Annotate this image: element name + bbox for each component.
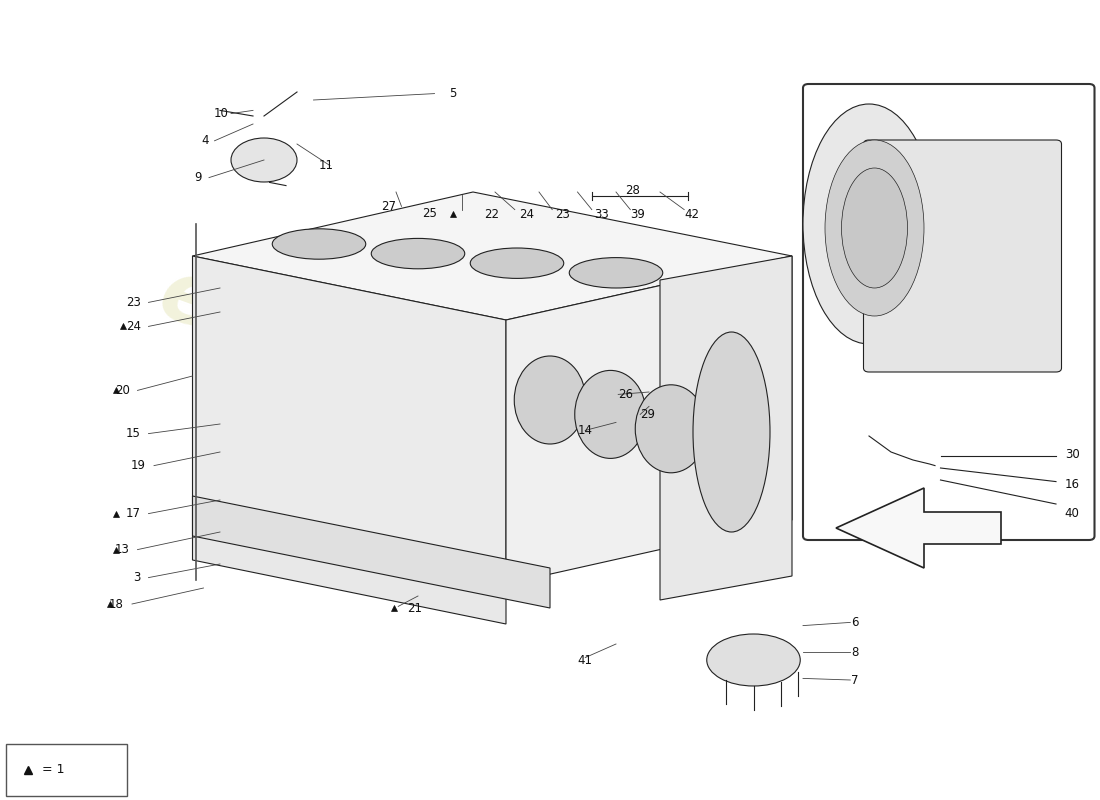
Ellipse shape	[825, 140, 924, 316]
Text: 14: 14	[578, 424, 593, 437]
Text: 17: 17	[125, 507, 141, 520]
Polygon shape	[660, 256, 792, 600]
Ellipse shape	[693, 332, 770, 532]
Ellipse shape	[515, 356, 585, 444]
Text: 24: 24	[519, 208, 535, 221]
Text: 29: 29	[640, 408, 656, 421]
Ellipse shape	[695, 399, 768, 487]
Text: 10: 10	[213, 107, 229, 120]
Text: 16: 16	[1065, 478, 1080, 490]
Text: 15: 15	[125, 427, 141, 440]
Polygon shape	[506, 256, 792, 584]
Ellipse shape	[842, 168, 908, 288]
Text: 22: 22	[484, 208, 499, 221]
Text: 33: 33	[594, 208, 608, 221]
Text: 39: 39	[630, 208, 646, 221]
Text: 42: 42	[684, 208, 700, 221]
Text: 13: 13	[114, 543, 130, 556]
Text: 19: 19	[130, 459, 145, 472]
Polygon shape	[836, 488, 1001, 568]
Text: 41: 41	[578, 654, 593, 666]
Text: = 1: = 1	[42, 763, 64, 776]
Ellipse shape	[273, 229, 365, 259]
Text: 18: 18	[108, 598, 123, 610]
Text: 8: 8	[851, 646, 859, 658]
Ellipse shape	[372, 238, 464, 269]
Text: 4: 4	[201, 134, 209, 147]
Ellipse shape	[570, 258, 663, 288]
Text: 26: 26	[618, 388, 634, 401]
Text: 23: 23	[556, 208, 571, 221]
Text: 28: 28	[625, 184, 640, 197]
Text: 11: 11	[318, 159, 333, 172]
Text: 24: 24	[125, 320, 141, 333]
Text: 21: 21	[407, 602, 422, 614]
Text: 3: 3	[133, 571, 141, 584]
Polygon shape	[192, 496, 550, 608]
Text: 30: 30	[1065, 448, 1079, 461]
FancyBboxPatch shape	[864, 140, 1062, 372]
Text: 25: 25	[421, 207, 437, 220]
Ellipse shape	[231, 138, 297, 182]
Text: a passion for parts since 1983: a passion for parts since 1983	[236, 404, 600, 556]
Text: eurospares: eurospares	[148, 252, 688, 516]
Ellipse shape	[471, 248, 563, 278]
Ellipse shape	[707, 634, 801, 686]
FancyBboxPatch shape	[803, 84, 1094, 540]
Ellipse shape	[636, 385, 706, 473]
Text: 23: 23	[125, 296, 141, 309]
Polygon shape	[192, 520, 506, 624]
Polygon shape	[192, 192, 792, 320]
Text: 9: 9	[194, 171, 201, 184]
Text: 20: 20	[114, 384, 130, 397]
Text: 40: 40	[1065, 507, 1080, 520]
Ellipse shape	[803, 104, 935, 344]
FancyBboxPatch shape	[6, 744, 126, 796]
Ellipse shape	[574, 370, 647, 458]
Text: 6: 6	[851, 616, 859, 629]
Text: 7: 7	[851, 674, 859, 686]
Text: 27: 27	[381, 200, 396, 213]
Text: 5: 5	[449, 87, 456, 100]
Polygon shape	[192, 256, 506, 584]
